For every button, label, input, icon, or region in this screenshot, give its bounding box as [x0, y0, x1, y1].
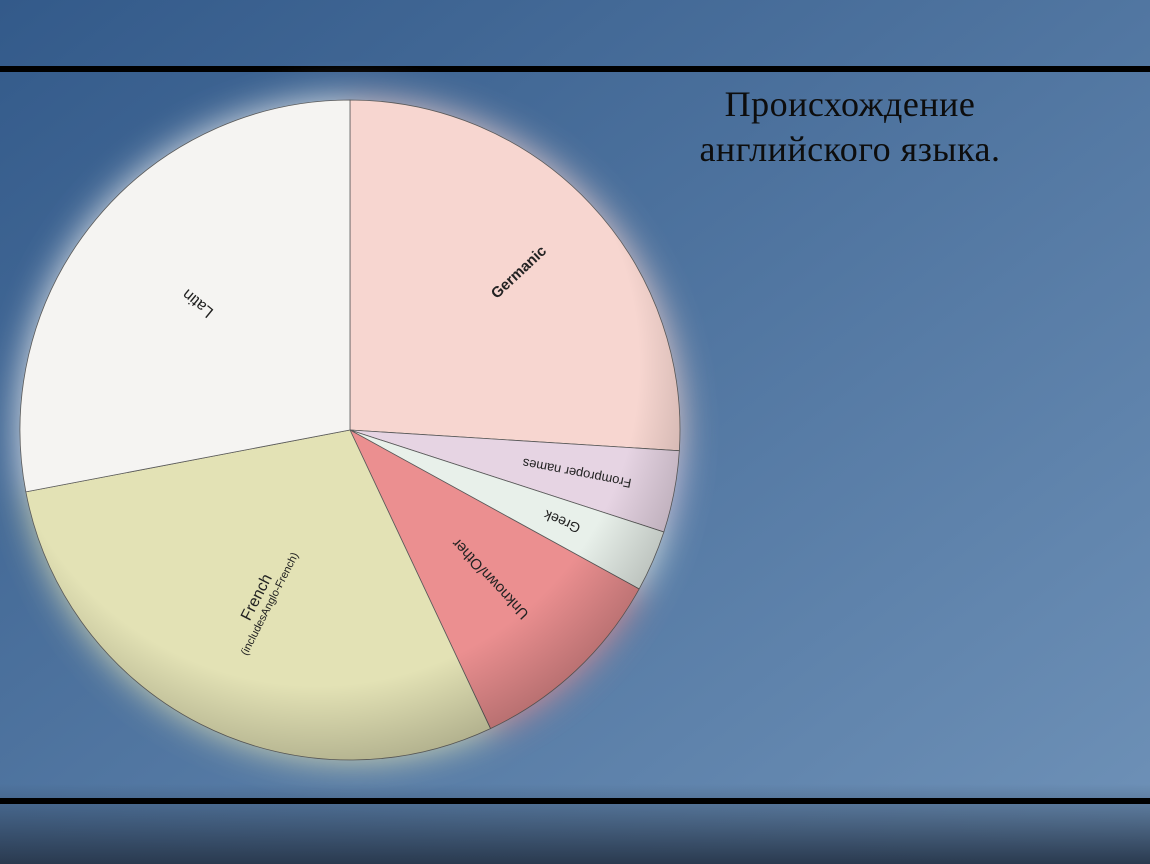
slide-frame: GermanicFromproper namesGreekUnknown/Oth…	[0, 0, 1150, 864]
slide-title: Происхождение английского языка.	[590, 82, 1110, 172]
pie-slices	[20, 100, 680, 760]
title-line-2: английского языка.	[699, 129, 1000, 169]
title-line-1: Происхождение	[725, 84, 976, 124]
